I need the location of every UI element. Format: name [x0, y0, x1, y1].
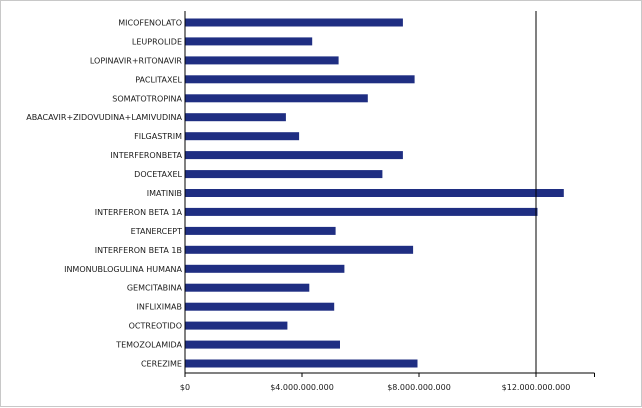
- category-label: IMATINIB: [147, 189, 182, 198]
- bar-9: [185, 189, 564, 197]
- bar-8: [185, 170, 383, 179]
- category-label: ETANERCEPT: [131, 227, 182, 236]
- bar-7: [185, 151, 403, 160]
- category-label: PACLITAXEL: [135, 75, 182, 84]
- category-label: LEUPROLIDE: [132, 37, 182, 46]
- bar-4: [185, 94, 368, 103]
- category-label: SOMATOTROPINA: [112, 94, 182, 103]
- category-label: FILGASTRIM: [134, 132, 182, 141]
- bar-15: [185, 302, 335, 311]
- bar-12: [185, 245, 414, 254]
- x-axis: $0 $4.000.000.000 $8.000.000.000 $12.000.00…: [180, 11, 595, 392]
- category-labels: MICOFENOLATO LEUPROLIDE LOPINAVIR+RITONAVI…: [26, 19, 182, 369]
- bar-3: [185, 75, 415, 84]
- bar-17: [185, 340, 340, 349]
- x-tick-label: $0: [180, 383, 190, 392]
- bar-6: [185, 132, 300, 141]
- bar-0: [185, 18, 403, 27]
- x-tick-label: $4.000.000.000: [270, 383, 334, 392]
- category-label: ABACAVIR+ZIDOVUDINA+LAMIVUDINA: [26, 113, 182, 122]
- x-tick-label: $8.000.000.000: [387, 383, 451, 392]
- category-label: CEREZIME: [141, 360, 182, 369]
- category-label: TEMOZOLAMIDA: [115, 341, 182, 350]
- category-label: INFLIXIMAB: [137, 303, 182, 312]
- bar-13: [185, 264, 345, 273]
- bar-11: [185, 226, 336, 235]
- category-label: MICOFENOLATO: [118, 19, 182, 28]
- category-label: INTERFERON BETA 1B: [95, 246, 182, 255]
- bars-layer: [185, 18, 564, 368]
- x-tick-label: $12.000.000.000: [502, 383, 571, 392]
- category-label: INMONUBLOGULINA HUMANA: [64, 265, 182, 274]
- bar-14: [185, 283, 310, 292]
- category-label: OCTREOTIDO: [129, 322, 182, 331]
- category-label: INTERFERON BETA 1A: [95, 208, 183, 217]
- category-label: LOPINAVIR+RITONAVIR: [90, 56, 183, 65]
- bar-16: [185, 321, 288, 330]
- bar-1: [185, 37, 313, 46]
- bar-2: [185, 56, 339, 65]
- category-label: INTERFERONBETA: [110, 151, 182, 160]
- bar-10: [185, 207, 538, 216]
- bar-18: [185, 359, 418, 368]
- category-label: DOCETAXEL: [134, 170, 182, 179]
- category-label: GEMCITABINA: [127, 284, 183, 293]
- bar-5: [185, 113, 286, 122]
